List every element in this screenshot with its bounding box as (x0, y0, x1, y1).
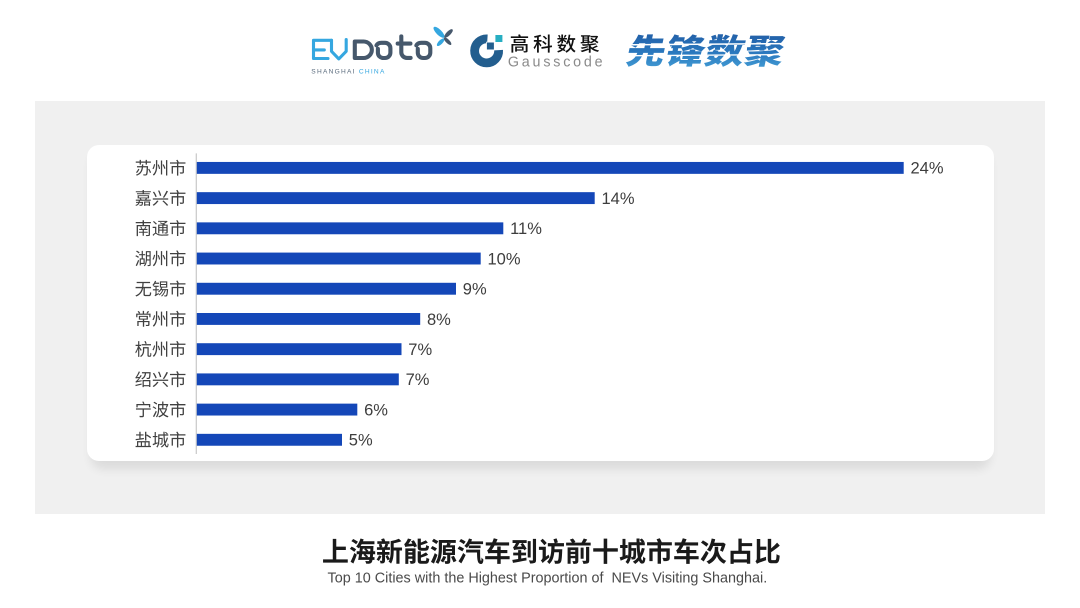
svg-text:Gausscode: Gausscode (508, 55, 606, 71)
svg-text:8%: 8% (427, 311, 451, 329)
svg-text:6%: 6% (364, 401, 388, 419)
svg-text:11%: 11% (510, 220, 542, 238)
svg-text:SHANGHAI CHINA: SHANGHAI CHINA (311, 68, 385, 75)
svg-text:14%: 14% (602, 190, 635, 208)
svg-text:Top 10 Cities with the Highest: Top 10 Cities with the Highest Proportio… (328, 570, 768, 586)
svg-text:9%: 9% (463, 281, 487, 299)
svg-text:7%: 7% (406, 371, 430, 389)
svg-text:5%: 5% (349, 432, 373, 450)
svg-text:7%: 7% (408, 341, 432, 359)
svg-text:10%: 10% (488, 250, 521, 268)
svg-text:24%: 24% (911, 160, 944, 178)
